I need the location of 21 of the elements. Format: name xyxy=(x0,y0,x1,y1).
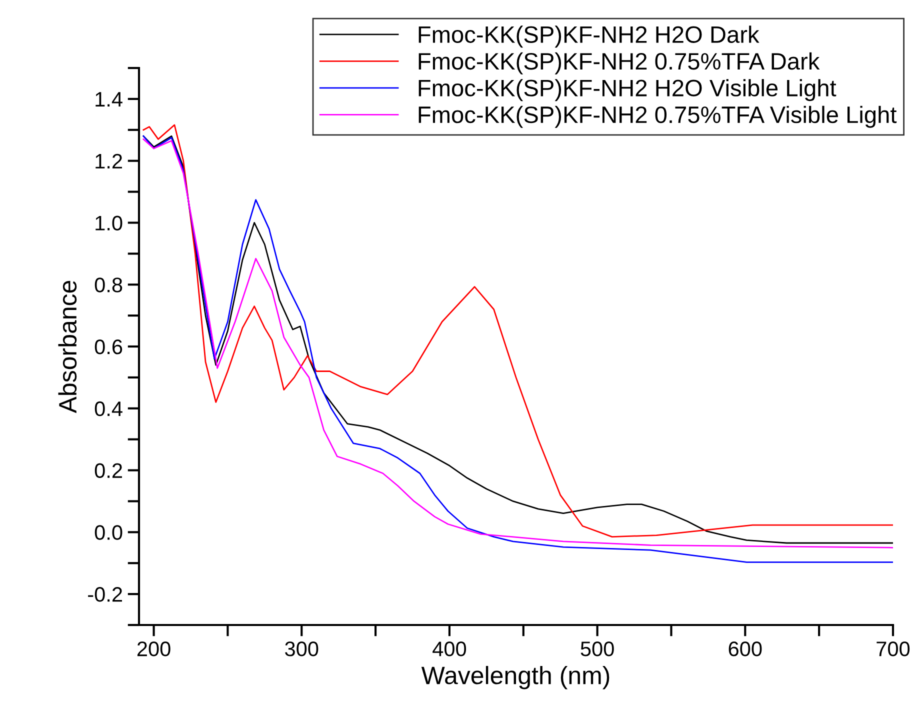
x-tick-label: 700 xyxy=(876,642,910,656)
y-tick-label: 0.4 xyxy=(94,401,122,416)
x-tick-label: 300 xyxy=(285,642,318,656)
x-tick-label: 400 xyxy=(432,642,466,656)
y-tick-label: 0.2 xyxy=(94,463,122,478)
y-tick-label: -0.2 xyxy=(88,587,122,602)
y-tick-label: 0.8 xyxy=(94,278,122,292)
y-tick-label: 1.0 xyxy=(96,216,122,230)
y-axis-title: Absorbance xyxy=(58,280,77,414)
y-tick-label: 1.2 xyxy=(96,154,122,168)
legend-label: Fmoc-KK(SP)KF-NH2 0.75%TFA Visible Light xyxy=(418,106,897,128)
y-tick-label: 1.4 xyxy=(96,92,122,106)
y-tick-label: 0.6 xyxy=(94,340,122,354)
legend-label: Fmoc-KK(SP)KF-NH2 H2O Dark xyxy=(418,26,760,48)
x-axis-title: Wavelength (nm) xyxy=(421,666,610,690)
legend-label: Fmoc-KK(SP)KF-NH2 0.75%TFA Dark xyxy=(418,52,820,74)
x-tick-label: 600 xyxy=(728,642,762,656)
x-tick-label: 200 xyxy=(137,642,170,656)
legend-label: Fmoc-KK(SP)KF-NH2 H2O Visible Light xyxy=(418,79,836,102)
y-tick-label: 0.0 xyxy=(94,525,122,540)
x-tick-label: 500 xyxy=(580,642,614,656)
